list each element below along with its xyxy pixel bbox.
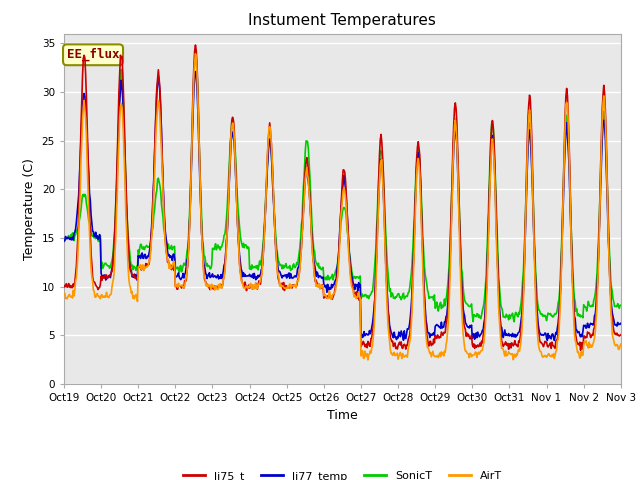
Legend: li75_t, li77_temp, SonicT, AirT: li75_t, li77_temp, SonicT, AirT bbox=[179, 467, 506, 480]
X-axis label: Time: Time bbox=[327, 408, 358, 421]
Text: EE_flux: EE_flux bbox=[67, 48, 119, 61]
Y-axis label: Temperature (C): Temperature (C) bbox=[23, 158, 36, 260]
Title: Instument Temperatures: Instument Temperatures bbox=[248, 13, 436, 28]
